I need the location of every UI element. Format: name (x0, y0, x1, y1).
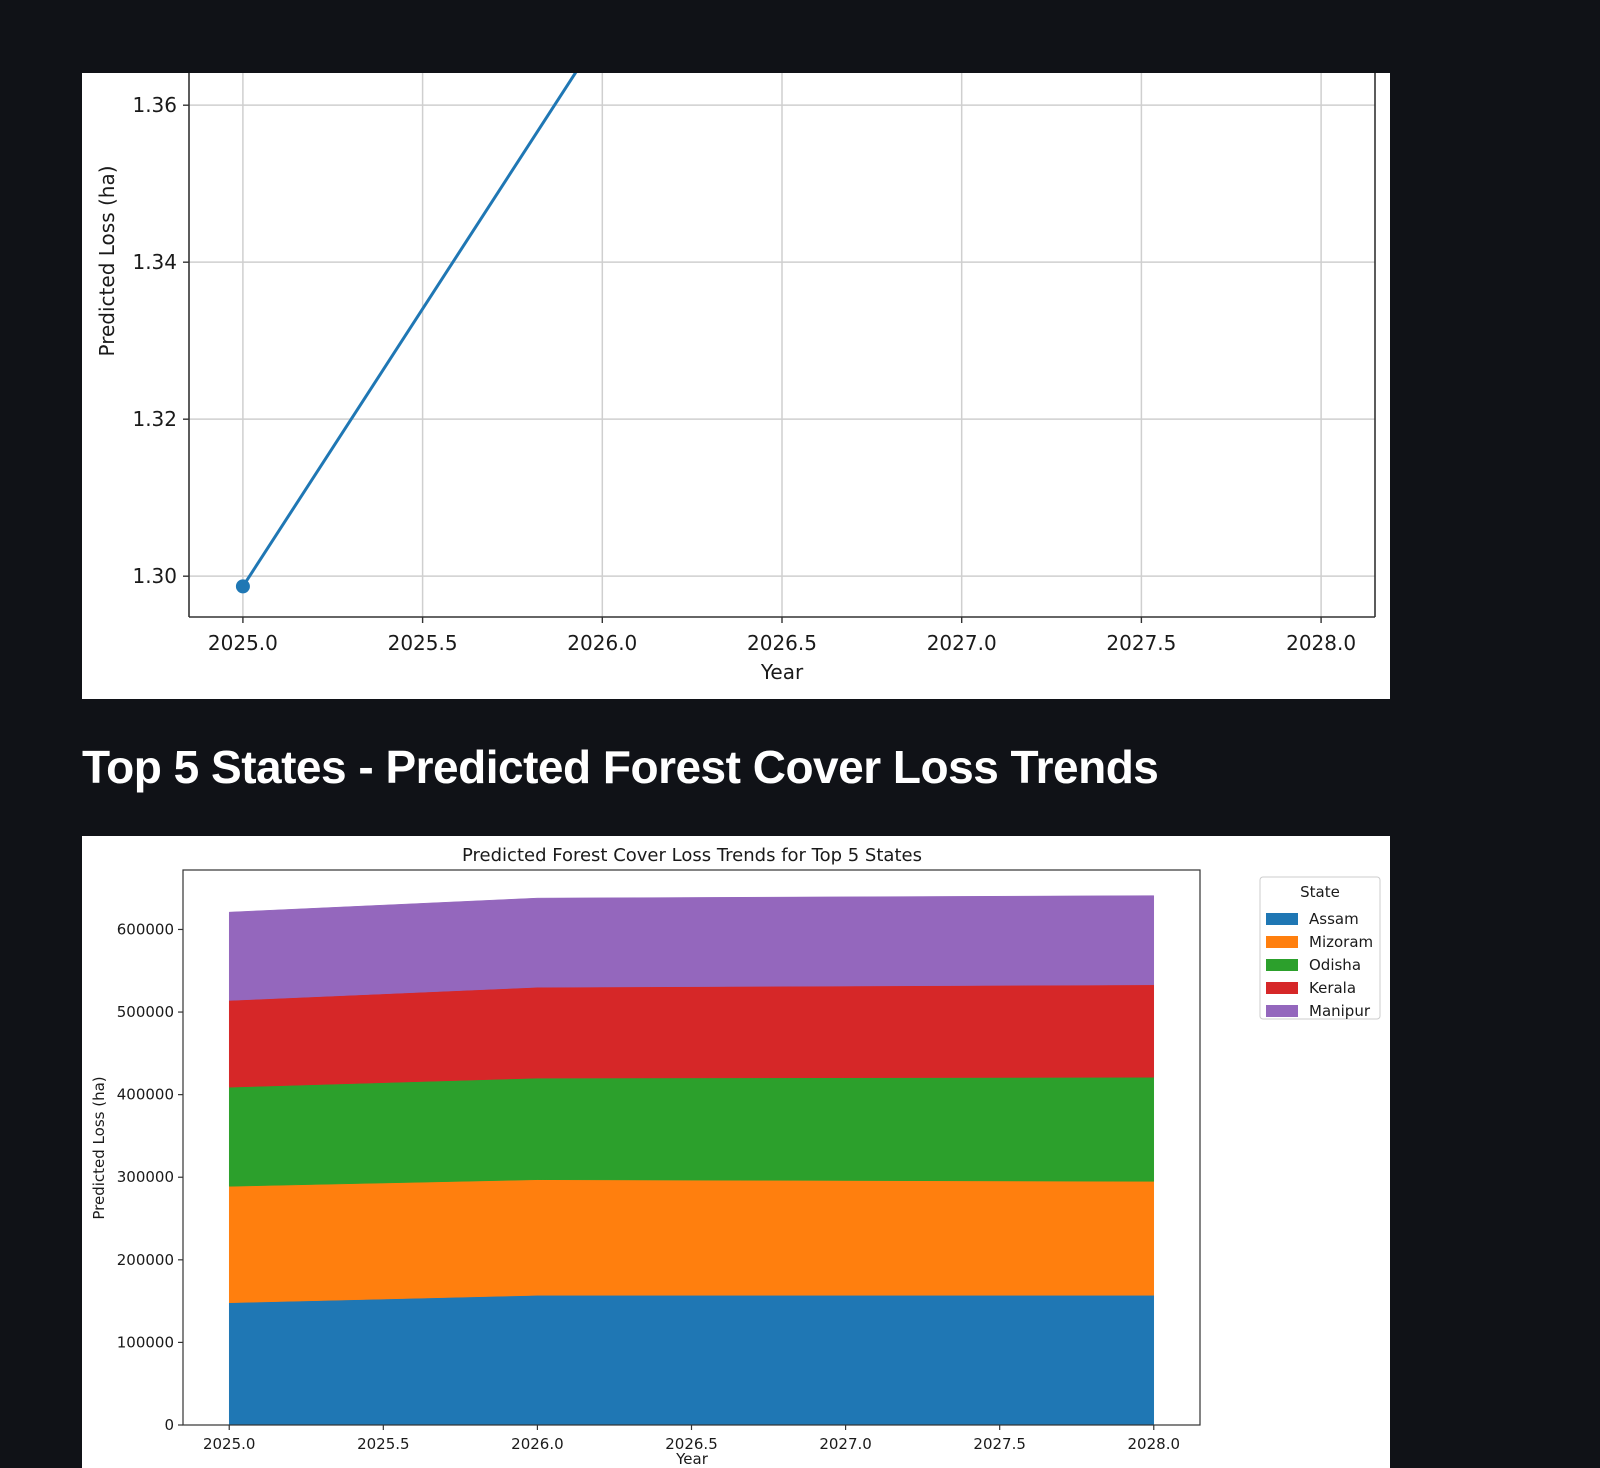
area-band-manipur (228, 895, 1155, 1001)
y-tick-label: 0 (164, 1416, 174, 1434)
legend-swatch (1266, 936, 1298, 948)
stacked-area-chart: Predicted Forest Cover Loss Trends for T… (90, 845, 1381, 1468)
y-tick-label: 400000 (117, 1086, 174, 1104)
legend-swatch (1266, 959, 1298, 971)
area-band-mizoram (228, 1179, 1155, 1304)
legend: State Assam Mizoram Odisha Kerala Manipur (1259, 876, 1381, 1020)
x-tick-label: 2025.5 (388, 631, 458, 655)
x-tick-label: 2026.0 (511, 1435, 563, 1453)
x-tick-label: 2027.5 (1106, 631, 1176, 655)
area-chart-y-axis-label: Predicted Loss (ha) (90, 1076, 108, 1219)
y-tick-label: 1.34 (132, 250, 177, 274)
line-chart-card: 2025.0 2025.5 2026.0 2026.5 2027.0 2027.5 2028… (82, 73, 1390, 699)
y-tick-label: 1.32 (132, 407, 177, 431)
y-tick-label: 300000 (117, 1168, 174, 1186)
line-chart: 2025.0 2025.5 2026.0 2026.5 2027.0 2027.5 2028… (95, 73, 1376, 684)
area-band-kerala (228, 984, 1155, 1088)
legend-swatch (1266, 1005, 1298, 1017)
x-tick-label: 2027.5 (973, 1435, 1026, 1453)
y-tick-label: 600000 (117, 920, 174, 938)
legend-swatch (1266, 982, 1298, 994)
area-chart-title: Predicted Forest Cover Loss Trends for T… (462, 845, 922, 866)
x-tick-label: 2025.5 (357, 1435, 410, 1453)
line-chart-y-axis-label: Predicted Loss (ha) (95, 165, 119, 356)
x-tick-label: 2028.0 (1286, 631, 1356, 655)
y-tick-label: 500000 (117, 1003, 174, 1021)
x-tick-label: 2026.0 (567, 631, 637, 655)
x-tick-label: 2027.0 (927, 631, 997, 655)
area-chart-card: Predicted Forest Cover Loss Trends for T… (82, 836, 1390, 1468)
legend-entry-manipur: Manipur (1309, 1002, 1371, 1020)
legend-entry-kerala: Kerala (1309, 979, 1356, 997)
x-tick-label: 2025.0 (203, 1435, 256, 1453)
legend-entry-assam: Assam (1309, 910, 1359, 928)
y-tick-label: 1.36 (132, 93, 177, 117)
series-line (241, 73, 578, 588)
area-band-odisha (228, 1077, 1155, 1187)
section-heading: Top 5 States - Predicted Forest Cover Lo… (82, 741, 1159, 793)
data-point (235, 579, 250, 594)
legend-swatch (1266, 913, 1298, 925)
line-chart-x-axis-label: Year (760, 660, 804, 684)
legend-entry-mizoram: Mizoram (1309, 933, 1373, 951)
legend-entry-odisha: Odisha (1309, 956, 1361, 974)
area-band-assam (228, 1295, 1155, 1426)
x-tick-label: 2027.0 (819, 1435, 872, 1453)
y-tick-label: 100000 (117, 1333, 174, 1351)
y-tick-label: 200000 (117, 1251, 174, 1269)
area-chart-x-axis-label: Year (675, 1450, 709, 1468)
y-tick-label: 1.30 (132, 564, 177, 588)
x-tick-label: 2028.0 (1128, 1435, 1181, 1453)
x-tick-label: 2026.5 (665, 1435, 718, 1453)
x-tick-label: 2026.5 (747, 631, 817, 655)
legend-title: State (1300, 883, 1340, 901)
x-tick-label: 2025.0 (208, 631, 278, 655)
